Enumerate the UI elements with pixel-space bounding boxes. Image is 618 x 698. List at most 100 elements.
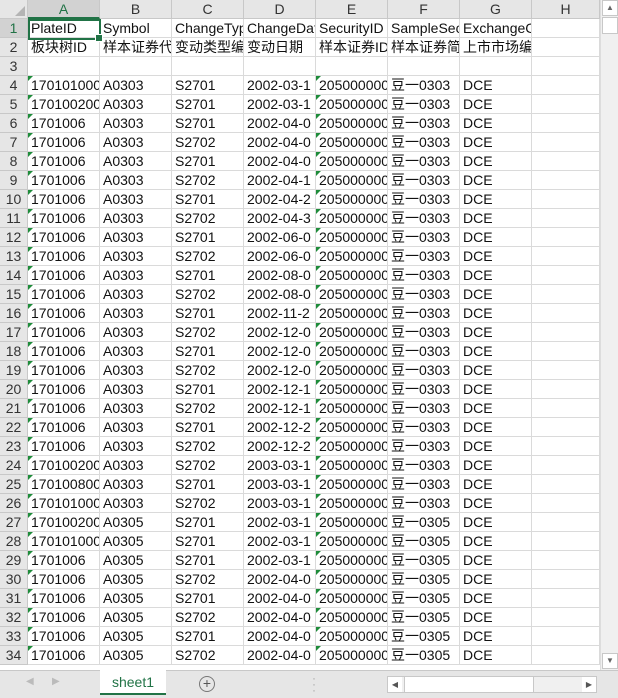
cell-h22[interactable] [532,418,600,437]
cell-d16[interactable]: 2002-11-2 [244,304,316,323]
cell-f13[interactable]: 豆一0303 [388,247,460,266]
cell-d34[interactable]: 2002-04-0 [244,646,316,665]
cell-b27[interactable]: A0305 [100,513,172,532]
cell-c26[interactable]: S2702 [172,494,244,513]
cell-c8[interactable]: S2701 [172,152,244,171]
row-header-4[interactable]: 4 [0,76,28,95]
cell-b18[interactable]: A0303 [100,342,172,361]
cell-e19[interactable]: 205000000 [316,361,388,380]
cell-f11[interactable]: 豆一0303 [388,209,460,228]
cell-a22[interactable]: 1701006 [28,418,100,437]
vertical-scrollbar[interactable]: ▲ ▼ [600,0,618,670]
cell-e34[interactable]: 205000000 [316,646,388,665]
cell-b13[interactable]: A0303 [100,247,172,266]
cell-a23[interactable]: 1701006 [28,437,100,456]
cell-a9[interactable]: 1701006 [28,171,100,190]
cell-e22[interactable]: 205000000 [316,418,388,437]
cell-g13[interactable]: DCE [460,247,532,266]
cell-f12[interactable]: 豆一0303 [388,228,460,247]
row-header-33[interactable]: 33 [0,627,28,646]
cell-e23[interactable]: 205000000 [316,437,388,456]
cell-h29[interactable] [532,551,600,570]
cell-h31[interactable] [532,589,600,608]
cell-b10[interactable]: A0303 [100,190,172,209]
cell-h1[interactable] [532,19,600,38]
cell-b17[interactable]: A0303 [100,323,172,342]
cell-c11[interactable]: S2702 [172,209,244,228]
cell-f22[interactable]: 豆一0303 [388,418,460,437]
scroll-down-icon[interactable]: ▼ [602,653,618,669]
cell-h18[interactable] [532,342,600,361]
cell-f28[interactable]: 豆一0305 [388,532,460,551]
cell-f1[interactable]: SampleSecurity [388,19,460,38]
cell-f9[interactable]: 豆一0303 [388,171,460,190]
cell-b3[interactable] [100,57,172,76]
cell-c32[interactable]: S2702 [172,608,244,627]
cell-b7[interactable]: A0303 [100,133,172,152]
cell-b26[interactable]: A0303 [100,494,172,513]
cell-e3[interactable] [316,57,388,76]
cell-h9[interactable] [532,171,600,190]
cell-d10[interactable]: 2002-04-2 [244,190,316,209]
cell-d1[interactable]: ChangeDate [244,19,316,38]
cell-e11[interactable]: 205000000 [316,209,388,228]
cell-h28[interactable] [532,532,600,551]
cell-h25[interactable] [532,475,600,494]
cell-c13[interactable]: S2702 [172,247,244,266]
cell-g17[interactable]: DCE [460,323,532,342]
cell-h11[interactable] [532,209,600,228]
cell-f2[interactable]: 样本证券简称 [388,38,460,57]
cell-c34[interactable]: S2702 [172,646,244,665]
cell-c21[interactable]: S2702 [172,399,244,418]
column-header-f[interactable]: F [388,0,460,19]
cell-h14[interactable] [532,266,600,285]
cell-h20[interactable] [532,380,600,399]
cell-h33[interactable] [532,627,600,646]
cell-e26[interactable]: 205000000 [316,494,388,513]
select-all-button[interactable] [0,0,28,19]
cell-a26[interactable]: 170101000 [28,494,100,513]
cell-b12[interactable]: A0303 [100,228,172,247]
cell-a15[interactable]: 1701006 [28,285,100,304]
cell-h27[interactable] [532,513,600,532]
cell-b23[interactable]: A0303 [100,437,172,456]
cell-g29[interactable]: DCE [460,551,532,570]
horizontal-scrollbar[interactable]: ◀ ▶ [387,676,597,693]
cell-g15[interactable]: DCE [460,285,532,304]
row-header-5[interactable]: 5 [0,95,28,114]
cell-c3[interactable] [172,57,244,76]
cell-g23[interactable]: DCE [460,437,532,456]
cell-g20[interactable]: DCE [460,380,532,399]
cell-a25[interactable]: 170100800 [28,475,100,494]
cell-c18[interactable]: S2701 [172,342,244,361]
cell-g25[interactable]: DCE [460,475,532,494]
cell-e33[interactable]: 205000000 [316,627,388,646]
cell-g22[interactable]: DCE [460,418,532,437]
cell-g1[interactable]: ExchangeCode [460,19,532,38]
row-header-15[interactable]: 15 [0,285,28,304]
cell-b20[interactable]: A0303 [100,380,172,399]
row-header-17[interactable]: 17 [0,323,28,342]
cell-e28[interactable]: 205000000 [316,532,388,551]
cell-h21[interactable] [532,399,600,418]
cell-f33[interactable]: 豆一0305 [388,627,460,646]
cell-c17[interactable]: S2702 [172,323,244,342]
cell-d20[interactable]: 2002-12-1 [244,380,316,399]
cell-c6[interactable]: S2701 [172,114,244,133]
column-header-a[interactable]: A [28,0,100,19]
cell-g7[interactable]: DCE [460,133,532,152]
cell-e14[interactable]: 205000000 [316,266,388,285]
cell-a5[interactable]: 170100200 [28,95,100,114]
cell-a3[interactable] [28,57,100,76]
cell-b30[interactable]: A0305 [100,570,172,589]
cell-d13[interactable]: 2002-06-0 [244,247,316,266]
cell-a31[interactable]: 1701006 [28,589,100,608]
cell-e15[interactable]: 205000000 [316,285,388,304]
cell-f16[interactable]: 豆一0303 [388,304,460,323]
cell-b1[interactable]: Symbol [100,19,172,38]
cell-c25[interactable]: S2701 [172,475,244,494]
scroll-up-icon[interactable]: ▲ [602,0,618,16]
cell-a4[interactable]: 170101000 [28,76,100,95]
row-header-26[interactable]: 26 [0,494,28,513]
cell-f10[interactable]: 豆一0303 [388,190,460,209]
